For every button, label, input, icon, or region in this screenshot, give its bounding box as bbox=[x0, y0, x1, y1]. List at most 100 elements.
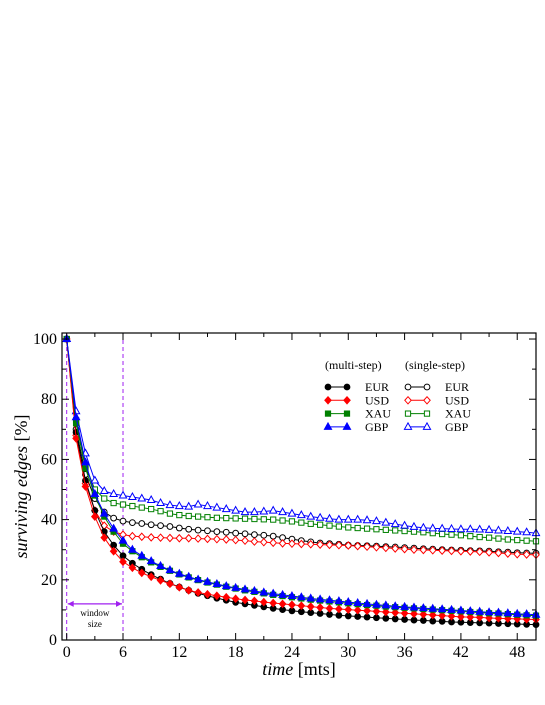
data-point bbox=[484, 607, 494, 616]
data-point bbox=[251, 515, 258, 523]
data-point bbox=[110, 499, 117, 507]
data-point bbox=[71, 412, 81, 421]
data-point bbox=[259, 537, 268, 547]
data-point bbox=[344, 605, 353, 614]
data-point bbox=[371, 599, 381, 608]
legend-marker-start bbox=[404, 383, 412, 391]
data-point bbox=[241, 530, 249, 538]
data-point bbox=[212, 578, 222, 588]
data-point bbox=[90, 512, 99, 521]
data-point bbox=[232, 515, 239, 522]
data-point bbox=[317, 521, 324, 528]
x-tick-label: 42 bbox=[453, 644, 469, 661]
data-point bbox=[166, 533, 174, 543]
data-point bbox=[147, 533, 156, 542]
data-point bbox=[439, 530, 446, 538]
data-point bbox=[390, 601, 400, 610]
data-point bbox=[129, 502, 136, 510]
data-point bbox=[118, 490, 128, 499]
data-point bbox=[251, 531, 258, 539]
data-point bbox=[335, 540, 343, 550]
data-point bbox=[410, 609, 418, 619]
data-point bbox=[100, 533, 109, 543]
legend-entry-single-step-eur: EUR bbox=[404, 380, 469, 394]
data-point bbox=[222, 528, 230, 536]
legend-entry-single-step-gbp: GBP bbox=[403, 420, 469, 434]
data-point bbox=[494, 548, 503, 558]
data-point bbox=[110, 514, 118, 522]
data-point bbox=[203, 534, 212, 544]
data-point bbox=[157, 522, 164, 530]
legend-label: GBP bbox=[365, 420, 389, 434]
data-point bbox=[418, 603, 428, 612]
data-point bbox=[522, 527, 532, 536]
data-point bbox=[231, 535, 240, 545]
x-tick-label: 30 bbox=[340, 644, 356, 661]
data-point bbox=[232, 529, 240, 537]
data-point bbox=[231, 582, 241, 591]
x-tick-label: 6 bbox=[119, 644, 127, 661]
data-point bbox=[184, 571, 194, 580]
data-point bbox=[109, 523, 119, 532]
y-tick-label: 20 bbox=[41, 572, 57, 589]
data-point bbox=[278, 539, 287, 548]
data-point bbox=[213, 591, 221, 601]
legend-label: EUR bbox=[365, 380, 389, 394]
data-point bbox=[165, 565, 175, 574]
data-point bbox=[523, 537, 530, 544]
data-point bbox=[166, 523, 174, 530]
legend-marker-end bbox=[423, 410, 431, 417]
data-point bbox=[503, 549, 512, 558]
data-point bbox=[259, 506, 269, 515]
data-point bbox=[212, 502, 222, 511]
data-point bbox=[475, 606, 485, 615]
data-point bbox=[127, 544, 137, 553]
y-axis-label-italic: surviving edges bbox=[11, 446, 31, 558]
data-point bbox=[325, 513, 334, 522]
legend-entry-single-step-usd: USD bbox=[404, 393, 469, 407]
data-point bbox=[193, 574, 203, 583]
legend-marker-start bbox=[323, 421, 333, 430]
window-label-line2: size bbox=[88, 619, 102, 629]
data-point bbox=[353, 605, 362, 615]
data-point bbox=[128, 519, 136, 527]
data-point bbox=[522, 550, 531, 559]
data-point bbox=[278, 599, 287, 609]
data-point bbox=[513, 549, 522, 559]
data-point bbox=[222, 535, 231, 544]
data-point bbox=[81, 482, 90, 491]
legend-marker-end bbox=[423, 383, 431, 391]
data-point bbox=[296, 592, 306, 601]
data-point bbox=[419, 545, 428, 555]
data-point bbox=[457, 612, 465, 622]
data-point bbox=[353, 514, 363, 523]
legend-label: EUR bbox=[445, 380, 469, 394]
y-tick-label: 40 bbox=[41, 512, 57, 529]
data-point bbox=[204, 527, 211, 535]
legend-label: GBP bbox=[445, 420, 469, 434]
window-arrow-left-head bbox=[67, 600, 74, 607]
data-point bbox=[81, 457, 90, 466]
data-point bbox=[400, 520, 410, 529]
data-point bbox=[156, 498, 166, 507]
data-point bbox=[400, 544, 409, 554]
data-point bbox=[278, 507, 288, 516]
data-point bbox=[137, 568, 146, 578]
data-point bbox=[466, 612, 475, 622]
data-point bbox=[296, 510, 306, 519]
series-multi-step-xau bbox=[63, 335, 540, 619]
data-point bbox=[175, 582, 184, 592]
data-point bbox=[363, 606, 371, 616]
axis-ticks: 0 6 12 18 24 30 36 42 48 0 20 40 60 80 100 bbox=[33, 331, 536, 661]
data-point bbox=[522, 609, 532, 618]
data-point bbox=[185, 525, 193, 533]
data-point bbox=[456, 524, 466, 533]
data-point bbox=[119, 501, 127, 508]
data-point bbox=[109, 546, 118, 556]
data-point bbox=[175, 524, 183, 532]
data-point bbox=[101, 495, 108, 502]
data-point bbox=[419, 610, 428, 619]
data-point bbox=[381, 543, 390, 553]
data-point bbox=[72, 433, 80, 443]
